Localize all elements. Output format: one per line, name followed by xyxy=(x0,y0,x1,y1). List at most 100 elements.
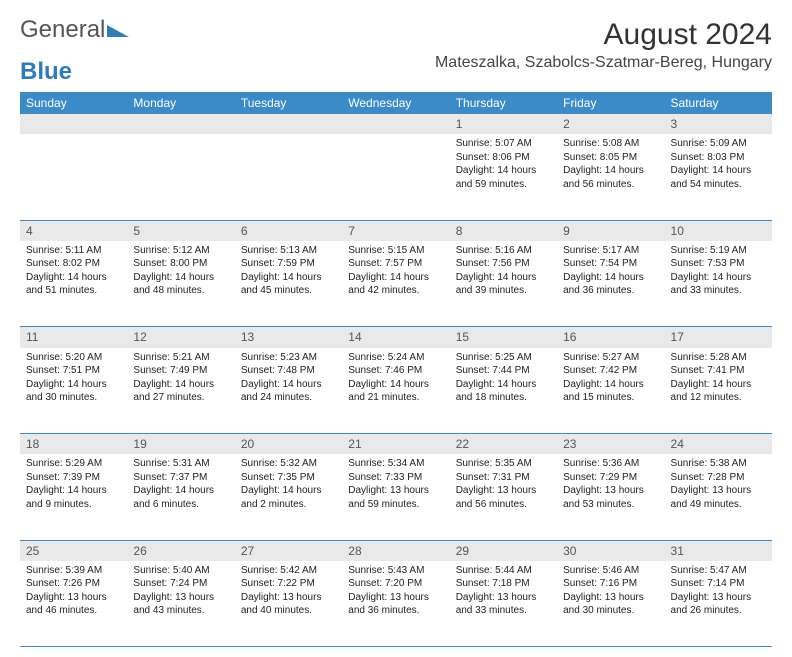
sunset-line: Sunset: 7:51 PM xyxy=(26,364,121,378)
sunset-line: Sunset: 7:53 PM xyxy=(671,257,766,271)
sunset-line: Sunset: 7:56 PM xyxy=(456,257,551,271)
daylight-line: Daylight: 13 hours and 26 minutes. xyxy=(671,591,766,618)
day-number-cell: 7 xyxy=(342,220,449,241)
daylight-line: Daylight: 14 hours and 27 minutes. xyxy=(133,378,228,405)
day-number-cell: 1 xyxy=(450,114,557,134)
day-number-cell: 9 xyxy=(557,220,664,241)
sunrise-line: Sunrise: 5:15 AM xyxy=(348,244,443,258)
sunset-line: Sunset: 7:54 PM xyxy=(563,257,658,271)
sunrise-line: Sunrise: 5:08 AM xyxy=(563,137,658,151)
sunrise-line: Sunrise: 5:28 AM xyxy=(671,351,766,365)
daylight-line: Daylight: 13 hours and 43 minutes. xyxy=(133,591,228,618)
weekday-header: Thursday xyxy=(450,92,557,114)
sunset-line: Sunset: 7:16 PM xyxy=(563,577,658,591)
sunset-line: Sunset: 7:37 PM xyxy=(133,471,228,485)
sunset-line: Sunset: 7:29 PM xyxy=(563,471,658,485)
day-number-cell xyxy=(127,114,234,134)
sunset-line: Sunset: 7:44 PM xyxy=(456,364,551,378)
sunrise-line: Sunrise: 5:35 AM xyxy=(456,457,551,471)
day-number-cell: 13 xyxy=(235,327,342,348)
day-details: Sunrise: 5:31 AMSunset: 7:37 PMDaylight:… xyxy=(127,454,234,515)
day-details: Sunrise: 5:11 AMSunset: 8:02 PMDaylight:… xyxy=(20,241,127,302)
day-body-cell: Sunrise: 5:13 AMSunset: 7:59 PMDaylight:… xyxy=(235,241,342,327)
day-body-cell: Sunrise: 5:21 AMSunset: 7:49 PMDaylight:… xyxy=(127,348,234,434)
daylight-line: Daylight: 13 hours and 40 minutes. xyxy=(241,591,336,618)
day-body-cell: Sunrise: 5:23 AMSunset: 7:48 PMDaylight:… xyxy=(235,348,342,434)
week-row: Sunrise: 5:29 AMSunset: 7:39 PMDaylight:… xyxy=(20,454,772,540)
sunset-line: Sunset: 7:48 PM xyxy=(241,364,336,378)
day-number-cell: 19 xyxy=(127,434,234,455)
daylight-line: Daylight: 14 hours and 56 minutes. xyxy=(563,164,658,191)
day-body-cell: Sunrise: 5:08 AMSunset: 8:05 PMDaylight:… xyxy=(557,134,664,220)
day-number-cell: 2 xyxy=(557,114,664,134)
sunset-line: Sunset: 7:26 PM xyxy=(26,577,121,591)
daylight-line: Daylight: 13 hours and 30 minutes. xyxy=(563,591,658,618)
sunset-line: Sunset: 7:35 PM xyxy=(241,471,336,485)
sunset-line: Sunset: 7:22 PM xyxy=(241,577,336,591)
brand-part1: General xyxy=(20,18,105,42)
day-number-cell: 24 xyxy=(665,434,772,455)
daylight-line: Daylight: 13 hours and 53 minutes. xyxy=(563,484,658,511)
weekday-header-row: Sunday Monday Tuesday Wednesday Thursday… xyxy=(20,92,772,114)
sunset-line: Sunset: 7:18 PM xyxy=(456,577,551,591)
sunrise-line: Sunrise: 5:44 AM xyxy=(456,564,551,578)
calendar-page: General August 2024 Mateszalka, Szabolcs… xyxy=(0,0,792,657)
weekday-header: Tuesday xyxy=(235,92,342,114)
daylight-line: Daylight: 14 hours and 30 minutes. xyxy=(26,378,121,405)
daylight-line: Daylight: 14 hours and 51 minutes. xyxy=(26,271,121,298)
day-body-cell xyxy=(342,134,449,220)
daylight-line: Daylight: 14 hours and 12 minutes. xyxy=(671,378,766,405)
day-body-cell: Sunrise: 5:19 AMSunset: 7:53 PMDaylight:… xyxy=(665,241,772,327)
daylight-line: Daylight: 14 hours and 9 minutes. xyxy=(26,484,121,511)
daylight-line: Daylight: 13 hours and 56 minutes. xyxy=(456,484,551,511)
day-details: Sunrise: 5:35 AMSunset: 7:31 PMDaylight:… xyxy=(450,454,557,515)
day-body-cell: Sunrise: 5:24 AMSunset: 7:46 PMDaylight:… xyxy=(342,348,449,434)
day-number-cell: 12 xyxy=(127,327,234,348)
day-body-cell: Sunrise: 5:39 AMSunset: 7:26 PMDaylight:… xyxy=(20,561,127,647)
day-number-cell: 27 xyxy=(235,540,342,561)
sunrise-line: Sunrise: 5:42 AM xyxy=(241,564,336,578)
day-body-cell: Sunrise: 5:38 AMSunset: 7:28 PMDaylight:… xyxy=(665,454,772,540)
week-row: Sunrise: 5:39 AMSunset: 7:26 PMDaylight:… xyxy=(20,561,772,647)
day-details: Sunrise: 5:40 AMSunset: 7:24 PMDaylight:… xyxy=(127,561,234,622)
day-number-cell xyxy=(20,114,127,134)
sunset-line: Sunset: 7:41 PM xyxy=(671,364,766,378)
weekday-header: Wednesday xyxy=(342,92,449,114)
day-number-cell: 31 xyxy=(665,540,772,561)
sunrise-line: Sunrise: 5:31 AM xyxy=(133,457,228,471)
calendar-body: 1 23 Sunrise: 5:07 AMSunset: 8:06 PMDaylig… xyxy=(20,114,772,647)
weekday-header: Friday xyxy=(557,92,664,114)
sunset-line: Sunset: 7:57 PM xyxy=(348,257,443,271)
day-number-cell: 10 xyxy=(665,220,772,241)
daynum-row: 11121314151617 xyxy=(20,327,772,348)
sunrise-line: Sunrise: 5:20 AM xyxy=(26,351,121,365)
daylight-line: Daylight: 14 hours and 45 minutes. xyxy=(241,271,336,298)
day-details: Sunrise: 5:07 AMSunset: 8:06 PMDaylight:… xyxy=(450,134,557,195)
daylight-line: Daylight: 13 hours and 46 minutes. xyxy=(26,591,121,618)
day-number-cell: 23 xyxy=(557,434,664,455)
day-number-cell: 15 xyxy=(450,327,557,348)
day-body-cell: Sunrise: 5:27 AMSunset: 7:42 PMDaylight:… xyxy=(557,348,664,434)
day-details: Sunrise: 5:23 AMSunset: 7:48 PMDaylight:… xyxy=(235,348,342,409)
sunrise-line: Sunrise: 5:16 AM xyxy=(456,244,551,258)
sunrise-line: Sunrise: 5:09 AM xyxy=(671,137,766,151)
day-details: Sunrise: 5:32 AMSunset: 7:35 PMDaylight:… xyxy=(235,454,342,515)
sunrise-line: Sunrise: 5:17 AM xyxy=(563,244,658,258)
sunrise-line: Sunrise: 5:29 AM xyxy=(26,457,121,471)
day-details: Sunrise: 5:28 AMSunset: 7:41 PMDaylight:… xyxy=(665,348,772,409)
sunrise-line: Sunrise: 5:27 AM xyxy=(563,351,658,365)
sunset-line: Sunset: 7:42 PM xyxy=(563,364,658,378)
day-body-cell: Sunrise: 5:35 AMSunset: 7:31 PMDaylight:… xyxy=(450,454,557,540)
daynum-row: 45678910 xyxy=(20,220,772,241)
sunrise-line: Sunrise: 5:11 AM xyxy=(26,244,121,258)
daylight-line: Daylight: 14 hours and 6 minutes. xyxy=(133,484,228,511)
day-body-cell: Sunrise: 5:29 AMSunset: 7:39 PMDaylight:… xyxy=(20,454,127,540)
daylight-line: Daylight: 13 hours and 59 minutes. xyxy=(348,484,443,511)
week-row: Sunrise: 5:11 AMSunset: 8:02 PMDaylight:… xyxy=(20,241,772,327)
daylight-line: Daylight: 14 hours and 39 minutes. xyxy=(456,271,551,298)
day-details: Sunrise: 5:39 AMSunset: 7:26 PMDaylight:… xyxy=(20,561,127,622)
day-body-cell: Sunrise: 5:40 AMSunset: 7:24 PMDaylight:… xyxy=(127,561,234,647)
weekday-header: Saturday xyxy=(665,92,772,114)
day-details: Sunrise: 5:29 AMSunset: 7:39 PMDaylight:… xyxy=(20,454,127,515)
location-line: Mateszalka, Szabolcs-Szatmar-Bereg, Hung… xyxy=(435,54,772,72)
